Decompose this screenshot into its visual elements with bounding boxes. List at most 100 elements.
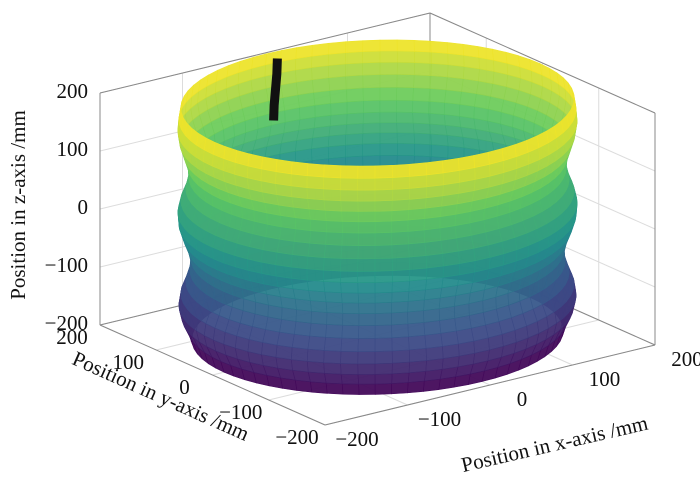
surface-patch: [408, 255, 428, 270]
surface-patch: [340, 350, 359, 365]
surface-patch: [306, 187, 325, 201]
surface-patch: [413, 39, 432, 53]
surface-patch: [324, 291, 343, 303]
surface-patch: [396, 50, 415, 63]
surface-patch: [374, 312, 392, 326]
surface-patch: [407, 380, 425, 394]
y-tick-label: 100: [113, 350, 145, 374]
surface-patch: [323, 350, 342, 364]
surface-patch: [374, 257, 393, 272]
surface-patch: [407, 310, 425, 325]
tool-path-layer: [269, 58, 282, 121]
surface-patch: [430, 63, 449, 78]
surface-patch: [408, 162, 427, 177]
surface-patch: [362, 50, 381, 64]
surface-patch: [340, 282, 359, 294]
surface-patch: [374, 350, 393, 365]
surface-patch: [357, 177, 376, 191]
surface-patch: [311, 77, 331, 93]
surface-patch: [396, 61, 415, 76]
surface-patch: [340, 337, 359, 352]
surface-patch: [407, 322, 426, 338]
surface-patch: [409, 186, 428, 200]
surface-patch: [391, 336, 410, 352]
surface-patch: [327, 63, 346, 79]
surface-patch: [391, 280, 410, 293]
surface-patch: [358, 232, 376, 246]
surface-patch: [424, 240, 443, 256]
surface-patch: [459, 91, 477, 107]
z-tick-label: 200: [57, 79, 89, 103]
surface-patch: [306, 256, 325, 271]
surface-patch: [407, 207, 426, 221]
surface-patch: [341, 221, 360, 234]
surface-patch: [413, 62, 432, 76]
surface-patch: [392, 176, 411, 190]
surface-patch: [391, 361, 410, 375]
surface-patch: [412, 100, 430, 114]
surface-patch: [279, 226, 296, 242]
surface-patch: [407, 229, 426, 245]
surface-patch: [362, 143, 381, 157]
surface-patch: [407, 218, 425, 232]
surface-patch: [425, 346, 444, 361]
y-tick-label: 200: [56, 325, 88, 349]
z-tick-label: 100: [57, 137, 89, 161]
surface-patch: [323, 164, 342, 179]
surface-patch: [290, 173, 308, 188]
surface-patch: [440, 330, 459, 347]
surface-patch: [358, 383, 376, 395]
surface-patch: [379, 111, 397, 124]
surface-patch: [330, 101, 348, 116]
surface-patch: [357, 363, 376, 375]
surface-patch: [431, 51, 449, 66]
surface-patch: [396, 74, 415, 88]
surface-patch: [344, 133, 364, 146]
surface-patch: [340, 189, 359, 202]
surface-patch: [391, 188, 411, 201]
surface-patch: [458, 155, 476, 171]
surface-patch: [425, 253, 444, 269]
surface-patch: [396, 122, 415, 134]
surface-patch: [379, 74, 398, 88]
surface-patch: [306, 268, 324, 282]
surface-patch: [408, 334, 427, 351]
surface-patch: [374, 189, 393, 202]
surface-patch: [374, 200, 393, 212]
surface-patch: [374, 177, 393, 191]
surface-patch: [295, 44, 313, 60]
surface-patch: [431, 144, 449, 159]
surface-patch: [425, 160, 444, 176]
surface-patch: [326, 312, 344, 326]
surface-patch: [362, 122, 381, 134]
surface-patch: [391, 243, 410, 259]
surface-patch: [391, 323, 409, 339]
surface-patch: [396, 132, 415, 145]
surface-patch: [374, 244, 393, 260]
surface-patch: [357, 282, 376, 294]
surface-patch: [362, 61, 381, 76]
surface-patch: [424, 332, 443, 349]
surface-patch: [423, 320, 442, 336]
surface-patch: [306, 361, 325, 374]
surface-patch: [379, 143, 398, 156]
surface-patch: [430, 40, 449, 54]
surface-patch: [445, 76, 464, 92]
surface-patch: [379, 39, 398, 52]
surface-patch: [440, 237, 459, 254]
surface-patch: [341, 383, 360, 395]
surface-patch: [391, 209, 410, 222]
x-axis-label: Position in x-axis /mm: [459, 411, 650, 477]
surface-patch: [323, 176, 341, 191]
surface-patch: [443, 102, 461, 117]
z-axis-label: Position in z-axis /mm: [6, 110, 30, 300]
surface-patch: [327, 52, 346, 66]
surface-patch: [395, 111, 414, 124]
surface-patch: [391, 199, 410, 212]
surface-patch: [325, 301, 344, 314]
surface-patch: [306, 175, 324, 190]
surface-patch: [408, 360, 427, 374]
surface-patch: [327, 134, 347, 148]
surface-patch: [362, 111, 381, 124]
surface-patch: [344, 62, 364, 77]
